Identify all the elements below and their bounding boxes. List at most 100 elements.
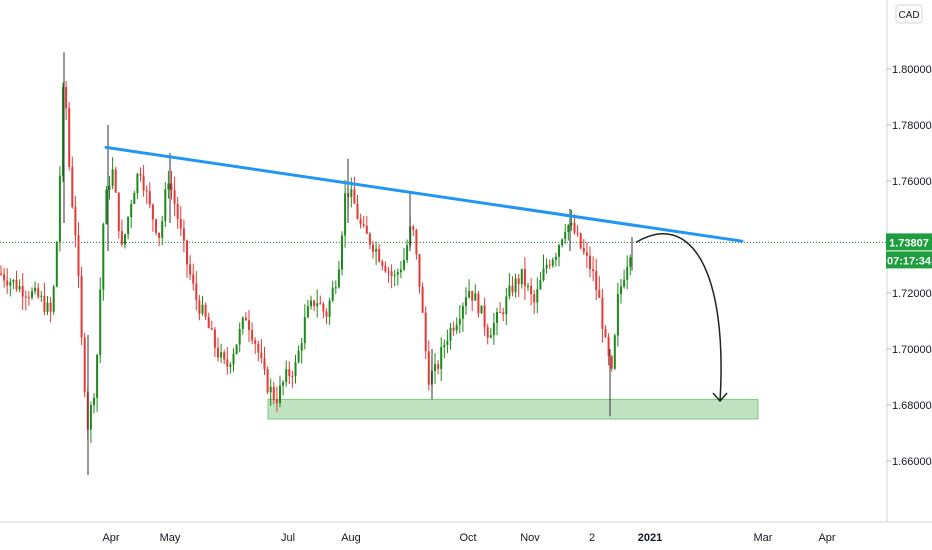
candle-body <box>37 287 40 297</box>
candle-body <box>567 225 570 233</box>
candle-body <box>489 335 492 338</box>
candle-body <box>27 297 30 299</box>
candle-body <box>558 245 560 257</box>
candle-body <box>124 234 126 245</box>
candle-body <box>579 233 582 249</box>
candle-body <box>232 353 235 365</box>
candle-body <box>334 287 337 289</box>
candle-body <box>55 242 58 287</box>
candle-body <box>80 275 83 338</box>
candle-body <box>300 343 303 351</box>
candle-body <box>170 183 173 191</box>
candle-body <box>427 351 430 385</box>
candle-body <box>58 175 61 243</box>
candle-body <box>179 218 182 229</box>
candle-body <box>217 347 219 358</box>
candle-body <box>235 344 238 354</box>
candle-body <box>465 297 467 306</box>
candle-body <box>279 385 281 404</box>
candle-body <box>288 369 291 377</box>
x-tick-label: Nov <box>520 532 540 544</box>
candle-body <box>331 287 334 301</box>
y-tick-label: 1.68000 <box>892 400 932 412</box>
candle-body <box>424 312 427 352</box>
candle-body <box>387 271 390 273</box>
candle-body <box>257 343 260 353</box>
candle-body <box>542 268 545 281</box>
candle-body <box>554 256 557 260</box>
candle-body <box>390 271 393 276</box>
candle-body <box>601 297 604 329</box>
arrowhead-icon <box>712 392 728 403</box>
candle-body <box>620 286 622 295</box>
candle-body <box>533 294 536 303</box>
candle-body <box>251 330 254 341</box>
drawings-layer <box>104 145 744 403</box>
candle-body <box>607 337 610 357</box>
candle-body <box>486 327 489 338</box>
candle-body <box>356 203 359 219</box>
candle-body <box>238 328 241 345</box>
price-badge <box>886 233 932 251</box>
candle-body <box>440 347 443 369</box>
candle-body <box>40 295 43 297</box>
candle-body <box>437 364 440 369</box>
descending-trendline <box>104 145 744 243</box>
candle-body <box>83 337 86 393</box>
x-tick-label: May <box>160 532 181 544</box>
candle-body <box>297 350 300 363</box>
candle-body <box>378 248 381 262</box>
candle-body <box>130 204 133 218</box>
candle-body <box>443 344 446 348</box>
candle-body <box>291 376 294 378</box>
candle-body <box>201 304 204 314</box>
candle-body <box>561 239 564 246</box>
candle-body <box>207 317 210 329</box>
candle-body <box>282 382 285 386</box>
candle-body <box>89 405 92 430</box>
candle-body <box>266 369 269 393</box>
candle-body <box>62 87 64 176</box>
candle-body <box>192 274 195 284</box>
candle-body <box>344 193 347 236</box>
candle-body <box>269 386 272 393</box>
candle-body <box>375 248 378 252</box>
candle-body <box>244 317 247 321</box>
candle-body <box>322 303 325 312</box>
candle-body <box>511 285 514 293</box>
candle-body <box>362 224 365 226</box>
candle-body <box>52 286 55 312</box>
candle-body <box>530 285 533 295</box>
candle-body <box>71 166 74 207</box>
candle-body <box>155 219 157 233</box>
candle-body <box>189 264 192 275</box>
candle-body <box>418 254 421 288</box>
candle-body <box>167 183 170 190</box>
currency-badge[interactable] <box>895 4 923 24</box>
candle-body <box>161 221 164 238</box>
candle-body <box>198 300 201 314</box>
candle-body <box>446 340 449 345</box>
candle-body <box>337 269 340 288</box>
candle-body <box>319 303 322 305</box>
candle-body <box>74 206 77 236</box>
x-tick-label: Apr <box>102 532 119 544</box>
countdown-badge-label: 07:17:34 <box>887 255 932 267</box>
candle-body <box>415 229 418 255</box>
candle-body <box>136 174 139 194</box>
candle-body <box>548 264 551 266</box>
candle-body <box>248 320 250 331</box>
candle-body <box>412 226 415 230</box>
candle-body <box>182 228 185 241</box>
candle-body <box>517 278 520 285</box>
candle-body <box>629 257 632 267</box>
candle-body <box>99 289 102 355</box>
candle-body <box>492 322 495 336</box>
candle-body <box>24 296 27 298</box>
x-tick-label: Mar <box>754 532 773 544</box>
candle-body <box>452 327 455 331</box>
price-badge-label: 1.73807 <box>889 237 929 249</box>
